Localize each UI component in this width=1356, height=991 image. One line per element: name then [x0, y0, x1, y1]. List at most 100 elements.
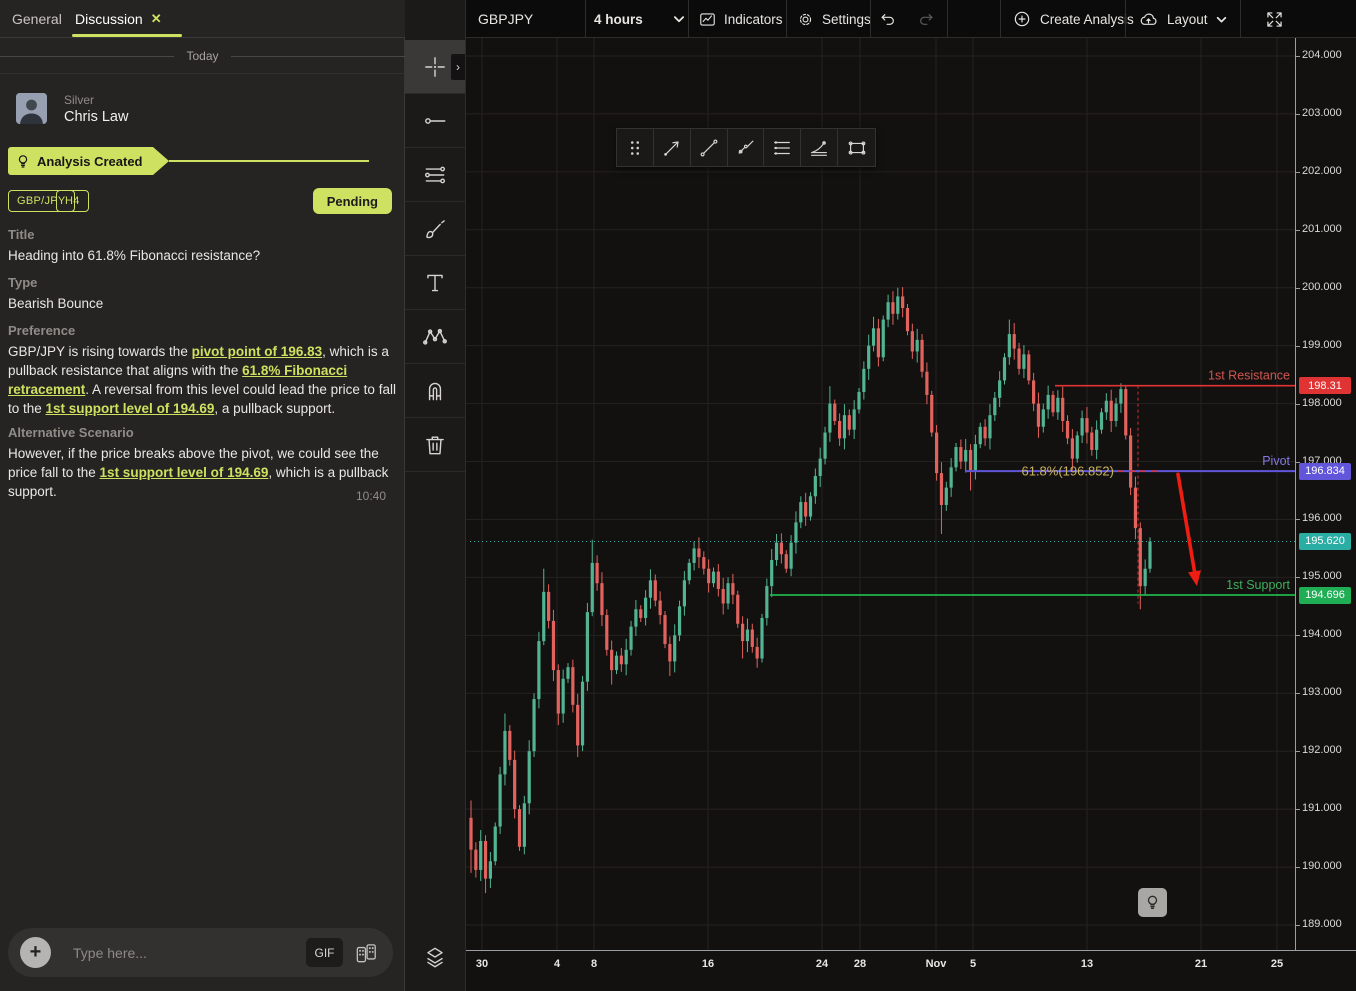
price-tick-label: 194.000 [1302, 628, 1342, 641]
avatar [16, 93, 47, 124]
status-badge: Pending [312, 188, 392, 214]
trend-line-icon [700, 139, 718, 156]
floating-tool-extended-line[interactable] [728, 129, 765, 166]
divider [0, 73, 405, 74]
attach-button[interactable]: + [20, 937, 51, 968]
divider-line [230, 55, 405, 57]
create-analysis-label: Create Analysis [1040, 11, 1134, 27]
tool-xabcd-pattern[interactable] [405, 310, 465, 364]
undo-button[interactable] [878, 0, 898, 38]
crosshair-icon [425, 56, 445, 77]
cloud-upload-icon [1140, 13, 1157, 25]
price-tick-label: 193.000 [1302, 686, 1342, 699]
bearish-arrow [1176, 472, 1197, 576]
price-tick-label: 204.000 [1302, 49, 1342, 61]
create-analysis-button[interactable]: Create Analysis [1012, 0, 1134, 38]
current-price-badge: 195.620 [1299, 532, 1351, 550]
preference-text: GBP/JPY is rising towards the pivot poin… [8, 342, 398, 418]
author-name: Chris Law [64, 109, 129, 125]
symbol-button[interactable]: GBPJPY [478, 0, 533, 38]
time-axis[interactable]: 30 4 8 16 24 28 Nov 5 13 21 25 [466, 950, 1356, 991]
arrow-line-icon [663, 140, 679, 156]
tool-crosshair[interactable]: › [405, 40, 465, 94]
indicators-button[interactable]: Indicators [698, 0, 783, 38]
title-label: Title [8, 227, 35, 242]
floating-tool-fib-wedge[interactable] [801, 129, 839, 166]
toolbar-expander[interactable]: › [451, 54, 465, 80]
inline-link[interactable]: 61.8% Fibonacci retracement [8, 363, 348, 397]
floating-tool-rectangle[interactable] [838, 129, 875, 166]
tab-general[interactable]: General [12, 0, 62, 38]
1st Resistance-badge: 198.31 [1299, 377, 1351, 395]
close-icon[interactable]: ✕ [150, 11, 162, 26]
message-input-bar: + Type here... GIF [8, 928, 393, 977]
line-chart-icon [700, 12, 715, 26]
tab-discussion-label: Discussion [75, 11, 143, 27]
preference-label: Preference [8, 323, 76, 338]
candlestick-chart[interactable]: 1st Resistance Pivot 1st Support 61.8%(196.… [466, 38, 1295, 950]
plus-circle-icon [1014, 11, 1030, 27]
inline-link[interactable]: 1st support level of 194.69 [45, 401, 215, 416]
tool-text[interactable] [405, 256, 465, 310]
tool-fib-retracement[interactable] [405, 148, 465, 202]
divider-line [0, 55, 175, 57]
floating-tool-drag-handle[interactable] [617, 129, 654, 166]
fullscreen-button[interactable] [1264, 0, 1285, 38]
date-divider-label: Today [186, 49, 219, 63]
inline-link[interactable]: 1st support level of 194.69 [99, 465, 269, 480]
active-tab-underline [72, 34, 182, 37]
symbol-chip-label: GBP/JPY [17, 195, 66, 207]
analysis-hint-button[interactable] [1138, 888, 1167, 917]
redo-button[interactable] [916, 0, 936, 38]
floating-tool-arrow-line[interactable] [654, 129, 691, 166]
extended-line-icon [738, 140, 753, 154]
sticker-icon[interactable] [351, 938, 381, 968]
remove-icon [426, 435, 444, 454]
timeframe-chip-label: H4 [65, 195, 80, 207]
tab-general-label: General [12, 11, 62, 27]
time-tick-label: 4 [553, 958, 561, 970]
tool-remove[interactable] [405, 418, 465, 472]
fib-retracement-icon [424, 166, 446, 183]
chevron-down-icon [673, 16, 685, 23]
gear-icon [799, 13, 812, 25]
indicators-label: Indicators [724, 11, 783, 27]
fib-lines-icon [774, 140, 791, 155]
alternative-scenario-text: However, if the price breaks above the p… [8, 444, 398, 501]
lightbulb-icon [16, 154, 30, 169]
1st Support-badge: 194.696 [1299, 586, 1351, 604]
price-tick-label: 198.000 [1302, 396, 1342, 409]
layout-label: Layout [1167, 11, 1208, 27]
gif-button[interactable]: GIF [306, 938, 343, 967]
layout-dropdown[interactable]: Layout [1138, 0, 1230, 38]
price-tick-label: 202.000 [1302, 164, 1342, 177]
tab-discussion[interactable]: Discussion ✕ [75, 0, 162, 38]
drag-handle-icon [630, 140, 639, 155]
object-tree-icon [427, 947, 443, 968]
message-input[interactable]: Type here... [73, 944, 147, 961]
analysis-title: Heading into 61.8% Fibonacci resistance? [8, 248, 261, 263]
floating-tool-fib-lines[interactable] [764, 129, 802, 166]
fullscreen-icon [1267, 11, 1282, 27]
text-segment: However, if the price breaks above the p… [8, 446, 379, 480]
interval-dropdown[interactable]: 4 hours [594, 0, 688, 38]
settings-button[interactable]: Settings [796, 0, 871, 38]
analysis-created-banner: Analysis Created [8, 147, 369, 175]
redo-icon [920, 14, 933, 25]
rectangle-icon [848, 140, 865, 155]
interval-label: 4 hours [594, 11, 643, 27]
text-icon [427, 274, 443, 291]
event-banner-label: Analysis Created [37, 153, 143, 169]
panel-tabs-bar: General Discussion ✕ [0, 0, 405, 38]
price-tick-label: 203.000 [1302, 106, 1342, 119]
xabcd-pattern-icon [423, 328, 447, 345]
tool-trendline[interactable] [405, 94, 465, 148]
floating-tool-trend-line[interactable] [691, 129, 728, 166]
time-tick-label: 28 [853, 958, 867, 970]
tool-magnet[interactable] [405, 364, 465, 418]
price-axis[interactable]: 204.000 203.000 202.000 201.000 200.000 199.0… [1295, 38, 1356, 950]
tool-object-tree[interactable] [405, 930, 465, 984]
inline-link[interactable]: pivot point of 196.83 [191, 344, 323, 359]
tool-brush[interactable] [405, 202, 465, 256]
